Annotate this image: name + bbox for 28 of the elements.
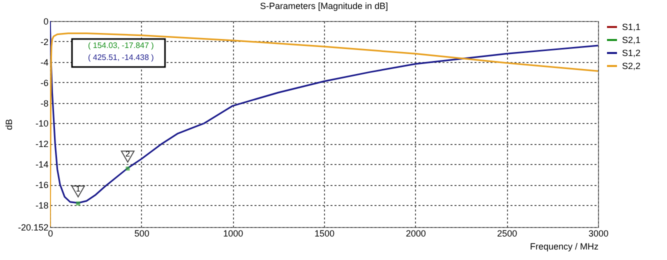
y-tick-label: -4 <box>40 57 48 68</box>
y-tick-label: -6 <box>40 78 48 88</box>
y-tick-label: -12 <box>35 139 48 150</box>
x-tick-label: 500 <box>134 228 150 238</box>
chart-title: S-Parameters [Magnitude in dB] <box>260 1 388 11</box>
y-tick-label: 0 <box>43 16 48 26</box>
annotation: ( 425.51, -14.438 ) <box>88 53 154 62</box>
legend-label: S2,1 <box>622 35 641 45</box>
legend-label: S2,2 <box>622 61 641 71</box>
x-axis-title: Frequency / MHz <box>530 242 599 252</box>
annotation: 1 <box>76 184 81 194</box>
y-tick-label: -10 <box>35 118 48 129</box>
y-tick-label: -18 <box>35 200 48 210</box>
legend-label: S1,2 <box>622 48 641 58</box>
annotation: 2 <box>126 150 130 159</box>
annotation: ( 154.03, -17.847 ) <box>88 41 154 50</box>
x-tick-label: 2000 <box>406 228 426 238</box>
legend-label: S1,1 <box>622 22 641 32</box>
y-tick-label: -16 <box>35 180 48 190</box>
x-tick-label: 1500 <box>314 228 335 238</box>
y-tick-label: -2 <box>40 36 48 47</box>
y-axis-title: dB <box>4 118 14 130</box>
x-tick-label: 2500 <box>497 228 518 238</box>
y-tick-label: -20.152 <box>18 222 48 232</box>
x-tick-label: 1000 <box>223 228 244 238</box>
x-tick-label: 3000 <box>588 228 609 238</box>
y-tick-label: -8 <box>40 98 48 108</box>
y-tick-label: -14 <box>35 160 48 170</box>
